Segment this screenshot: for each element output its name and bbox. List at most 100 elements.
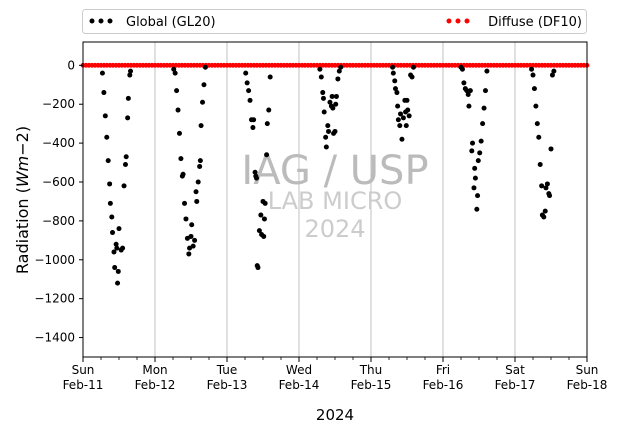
global-point	[256, 228, 262, 234]
x-tick-date: Feb-13	[207, 378, 248, 392]
x-tick-date: Feb-17	[495, 378, 536, 392]
y-tick-label: −1000	[34, 253, 75, 267]
global-point	[267, 74, 273, 80]
global-point	[99, 70, 105, 76]
global-point	[121, 183, 127, 189]
global-point	[112, 265, 118, 271]
global-point	[543, 185, 549, 191]
y-tick-label: 0	[67, 58, 75, 72]
x-tick-weekday: Wed	[286, 363, 312, 377]
global-point	[264, 152, 270, 158]
global-point	[537, 162, 543, 167]
x-tick-weekday: Thu	[359, 363, 383, 377]
x-tick-date: Feb-14	[279, 378, 320, 392]
global-point	[400, 115, 406, 121]
y-axis: 0 −200 −400 −600 −800 −1000 −1200 −1400	[34, 58, 83, 345]
global-point	[459, 66, 465, 72]
watermark-line3: 2024	[304, 215, 365, 243]
series-global	[99, 64, 557, 286]
global-point	[261, 216, 267, 222]
global-point	[107, 200, 113, 206]
series-diffuse	[80, 62, 590, 68]
global-point	[113, 241, 119, 247]
global-point	[188, 233, 194, 239]
global-point	[336, 68, 342, 74]
global-point	[125, 95, 131, 101]
global-point	[251, 117, 257, 123]
global-point	[472, 165, 478, 171]
global-point	[262, 200, 268, 206]
legend-global-label: Global (GL20)	[126, 15, 216, 30]
global-point	[247, 97, 253, 103]
global-point	[172, 70, 178, 76]
global-point	[176, 130, 182, 136]
global-point	[243, 70, 249, 76]
global-point	[470, 140, 476, 146]
global-point	[323, 134, 329, 140]
global-point	[406, 113, 412, 119]
global-point	[534, 121, 540, 127]
x-tick-date: Feb-12	[135, 378, 176, 392]
legend-frame	[82, 9, 587, 34]
y-tick-label: −600	[42, 175, 75, 189]
global-point	[201, 82, 207, 88]
global-point	[548, 146, 554, 152]
global-point	[120, 245, 126, 251]
global-point	[252, 169, 258, 175]
global-point	[466, 103, 472, 109]
global-point	[530, 72, 536, 78]
global-point	[404, 97, 410, 103]
global-point	[320, 90, 326, 96]
global-point	[174, 88, 180, 94]
global-point	[326, 128, 332, 134]
global-point	[474, 206, 480, 212]
global-point	[195, 179, 201, 185]
global-point	[200, 99, 206, 105]
y-tick-label: −1400	[34, 331, 75, 345]
global-point	[484, 68, 490, 74]
global-point	[469, 148, 475, 154]
legend-diffuse-dot	[446, 18, 452, 24]
global-point	[547, 193, 553, 199]
global-point	[531, 86, 537, 92]
global-point	[193, 189, 199, 195]
global-point	[551, 68, 557, 74]
global-point	[264, 121, 270, 127]
global-point	[192, 237, 198, 243]
global-point	[536, 134, 542, 140]
global-point	[178, 156, 184, 162]
x-tick-date: Feb-18	[567, 378, 608, 392]
y-axis-label: Radiation (Wm−2)	[13, 126, 32, 274]
global-point	[250, 125, 256, 131]
global-point	[335, 76, 341, 82]
global-point	[114, 245, 120, 251]
global-point	[116, 226, 122, 232]
global-point	[102, 113, 108, 119]
global-point	[202, 64, 208, 70]
global-point	[318, 74, 324, 80]
global-point	[549, 72, 555, 78]
x-tick-weekday: Sun	[576, 363, 599, 377]
global-point	[189, 222, 195, 228]
global-point	[403, 123, 409, 129]
global-point	[175, 107, 181, 113]
global-point	[317, 66, 323, 72]
global-point	[475, 158, 481, 164]
x-axis: SunFeb-11MonFeb-12TueFeb-13WedFeb-14ThuF…	[63, 357, 608, 392]
global-point	[109, 214, 115, 220]
global-point	[410, 64, 416, 70]
x-axis-label: 2024	[316, 406, 354, 424]
legend-diffuse-label: Diffuse (DF10)	[488, 15, 582, 30]
global-point	[258, 212, 264, 218]
global-point	[111, 249, 117, 255]
legend: Global (GL20) Diffuse (DF10)	[82, 9, 587, 34]
global-point	[122, 162, 128, 167]
global-point	[198, 123, 204, 129]
x-tick-weekday: Sat	[505, 363, 525, 377]
global-point	[321, 109, 327, 115]
global-point	[332, 128, 338, 134]
global-point	[542, 208, 548, 214]
watermark-line1: IAG / USP	[241, 148, 428, 194]
global-point	[409, 74, 415, 80]
